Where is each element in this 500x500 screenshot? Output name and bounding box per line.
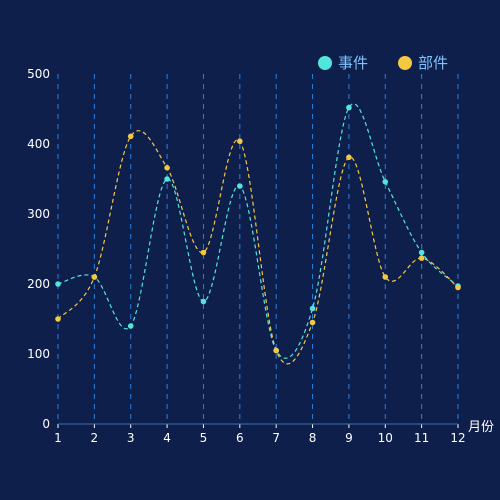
x-tick-label-5: 5 [200, 431, 208, 445]
series-line-bujian [57, 130, 459, 365]
data-point-shijian-4[interactable] [164, 176, 170, 182]
legend-label-shijian: 事件 [338, 54, 369, 72]
x-tick-label-11: 11 [414, 431, 429, 445]
data-point-shijian-1[interactable] [55, 281, 61, 287]
data-point-shijian-11[interactable] [418, 249, 425, 256]
data-point-shijian-3[interactable] [127, 323, 134, 329]
data-point-bujian-9[interactable] [346, 154, 352, 161]
legend-swatch-bujian [398, 55, 413, 70]
x-tick-label-8: 8 [309, 431, 317, 445]
x-tick-label-9: 9 [345, 431, 353, 445]
data-point-bujian-4[interactable] [164, 165, 170, 171]
legend: 事件 部件 [318, 52, 448, 73]
legend-item-shijian[interactable]: 事件 [318, 52, 368, 73]
data-point-bujian-6[interactable] [237, 138, 243, 144]
series-layer [57, 103, 459, 365]
data-point-bujian-7[interactable] [273, 347, 279, 354]
legend-label-bujian: 部件 [418, 54, 449, 72]
data-point-bujian-2[interactable] [91, 274, 98, 280]
y-tick-label-400: 400 [27, 137, 50, 151]
data-point-shijian-5[interactable] [200, 298, 207, 305]
data-point-bujian-11[interactable] [418, 255, 425, 261]
data-point-shijian-10[interactable] [382, 179, 389, 185]
data-point-bujian-10[interactable] [382, 274, 389, 280]
data-point-bujian-3[interactable] [127, 133, 134, 140]
y-tick-label-300: 300 [27, 207, 50, 221]
x-tick-label-1: 1 [54, 431, 62, 445]
legend-item-bujian[interactable]: 部件 [398, 52, 448, 73]
data-point-shijian-6[interactable] [237, 183, 243, 189]
y-tick-label-100: 100 [27, 347, 50, 361]
x-tick-label-4: 4 [163, 431, 171, 445]
points-layer [55, 104, 461, 354]
y-tick-label-0: 0 [42, 417, 50, 431]
x-tick-label-3: 3 [127, 431, 135, 445]
x-tick-label-2: 2 [91, 431, 99, 445]
x-tick-label-12: 12 [450, 431, 465, 445]
x-axis-title: 月份 [468, 420, 495, 435]
data-point-bujian-1[interactable] [55, 316, 61, 322]
data-point-bujian-5[interactable] [200, 249, 207, 256]
series-line-shijian [57, 103, 459, 359]
data-point-shijian-9[interactable] [346, 104, 352, 111]
x-tick-label-6: 6 [236, 431, 244, 445]
legend-swatch-shijian [318, 55, 332, 70]
y-tick-label-500: 500 [27, 67, 50, 81]
x-tick-label-10: 10 [378, 431, 393, 445]
y-tick-label-200: 200 [27, 277, 50, 291]
x-tick-label-7: 7 [272, 431, 280, 445]
data-point-shijian-8[interactable] [309, 305, 316, 312]
data-point-bujian-8[interactable] [309, 319, 316, 326]
data-point-bujian-12[interactable] [455, 284, 461, 291]
grid-layer [57, 74, 459, 424]
